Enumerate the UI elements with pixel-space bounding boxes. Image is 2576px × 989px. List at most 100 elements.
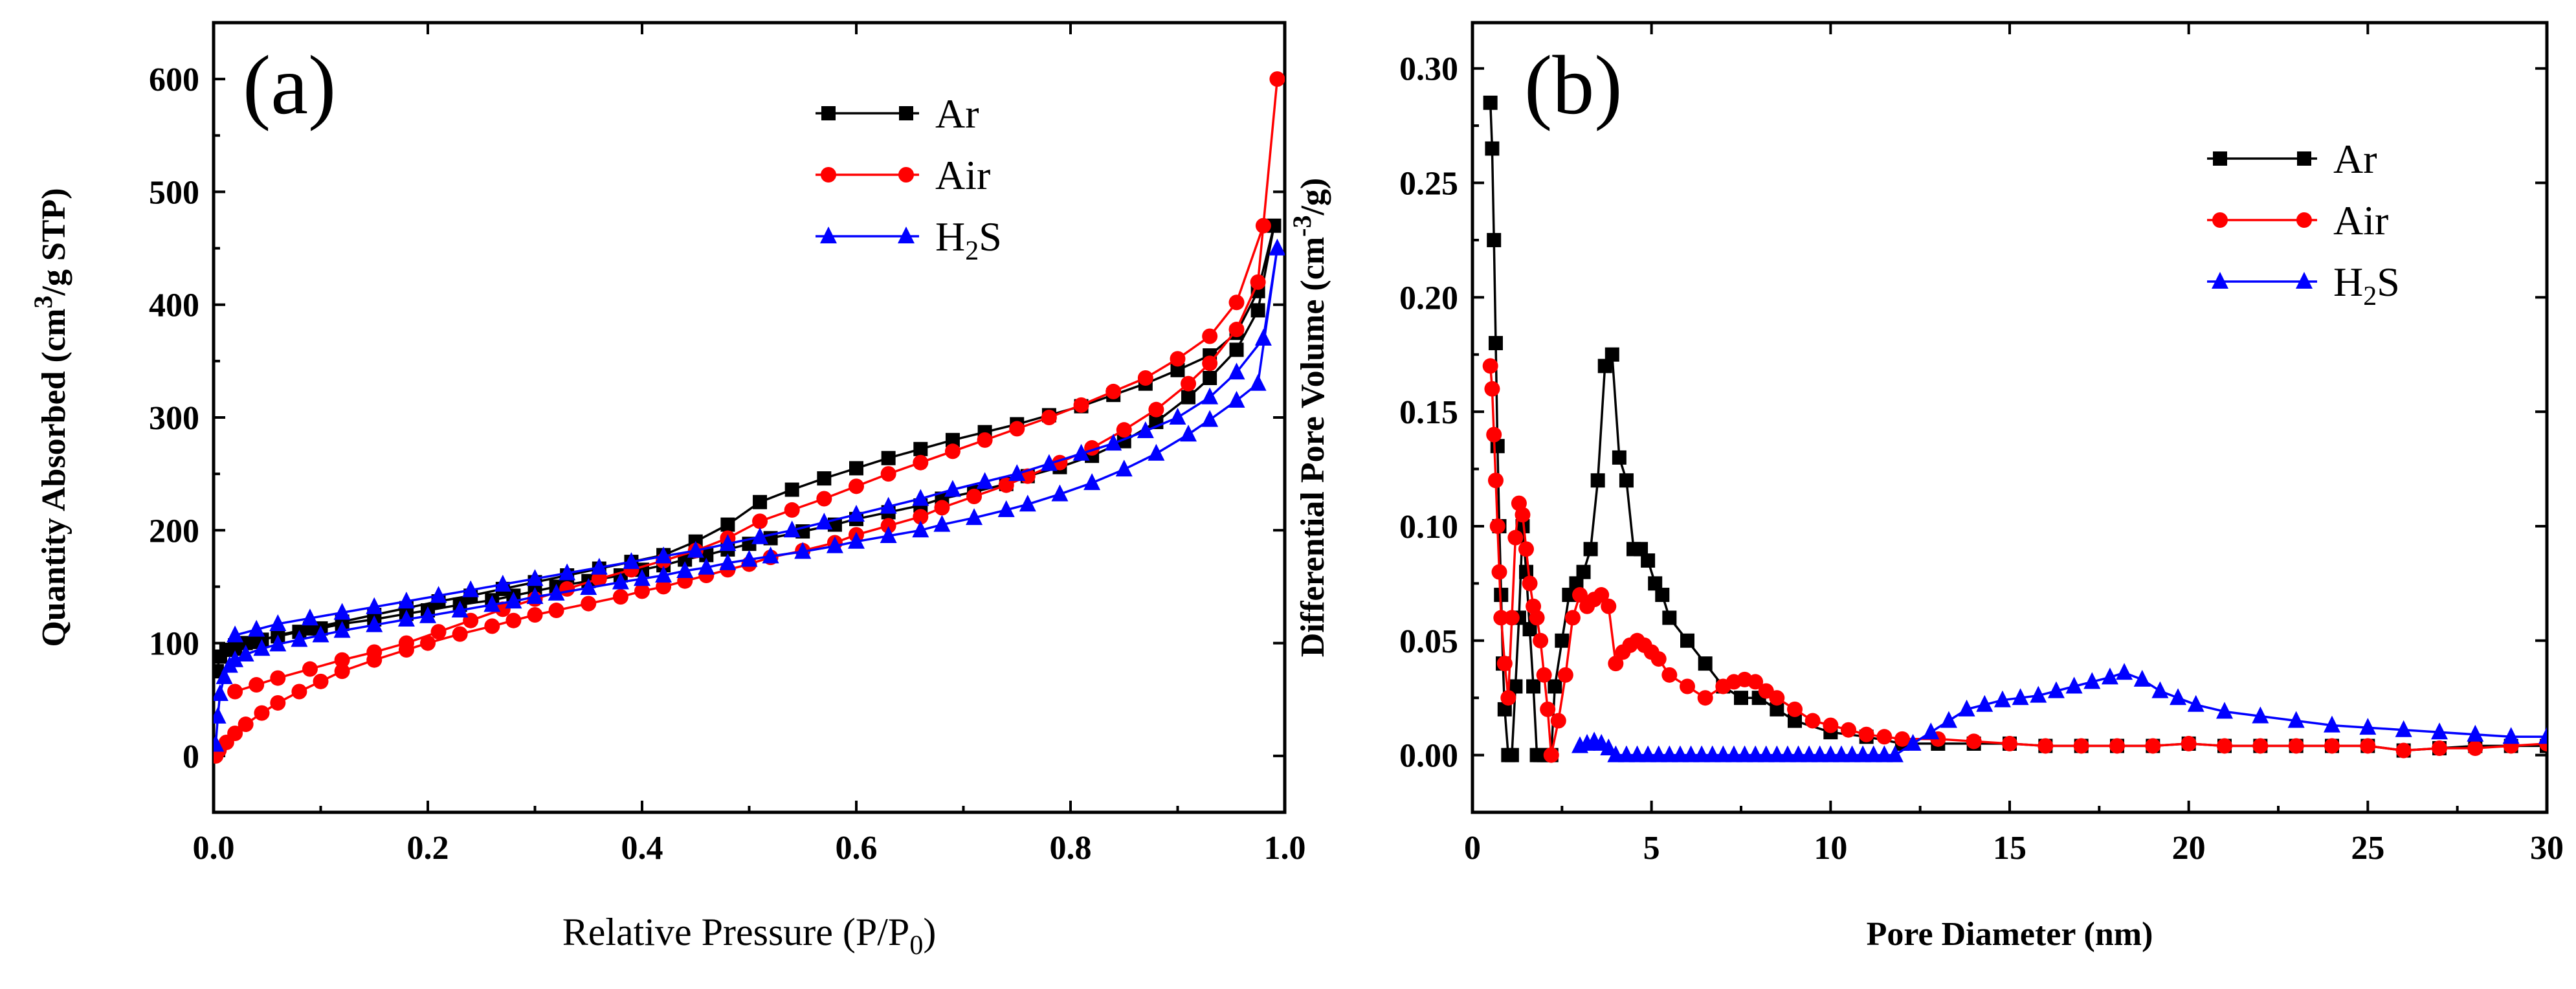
data-point-ar [1229,342,1244,357]
data-point-air [1202,355,1218,372]
data-point-air [1073,397,1089,413]
data-point-h2s [419,606,436,623]
data-point-air [1787,701,1803,717]
data-point-h2s [912,489,929,506]
data-point-h2s [1148,443,1165,461]
data-point-h2s [462,580,480,597]
data-point-h2s [698,557,715,575]
data-point-h2s [966,508,983,526]
data-point-h2s [2065,676,2083,694]
data-point-air [1116,422,1132,438]
x-tick-label: 0.6 [836,830,878,867]
data-point-h2s [1201,410,1219,427]
data-point-air [1493,610,1509,626]
data-point-ar [1576,564,1591,579]
data-point-ar [1555,633,1570,648]
data-point-air [977,432,993,448]
x-tick-label: 0.2 [407,830,449,867]
data-point-air [1650,651,1667,667]
data-point-ar [881,450,896,465]
data-point-ar [1508,679,1523,694]
data-point-h2s [333,603,351,620]
data-point-h2s [526,587,544,605]
data-point-h2s [1105,434,1122,451]
data-point-h2s [214,706,227,724]
legend-marker-h2s [820,227,837,243]
data-point-air [2145,738,2161,754]
data-point-ar [1612,450,1627,465]
data-point-air [1536,667,1552,683]
data-point-ar [1569,576,1584,591]
y-tick-label: 300 [149,400,199,437]
data-point-air [430,624,447,640]
data-point-ar [1648,576,1663,591]
y-tick-label: 600 [149,61,199,98]
data-point-air [1522,575,1538,592]
data-point-air [1661,667,1678,683]
data-point-ar [1181,390,1196,405]
data-point-h2s [848,504,865,522]
data-point-h2s [430,586,447,603]
legend-marker-air [821,167,836,183]
y-tick-label: 0.30 [1399,51,1458,88]
legend-label-air: Air [2333,197,2388,243]
data-point-air [1841,722,1856,738]
data-point-ar [1604,347,1619,362]
data-point-h2s [848,531,865,549]
x-axis-title: Relative Pressure (P/P0) [562,911,937,961]
data-point-h2s [1228,362,1245,380]
data-point-h2s [2252,706,2269,724]
data-point-h2s [997,500,1015,517]
data-point-h2s [1779,745,1796,762]
series-h2s [1571,663,2547,762]
data-point-air [2395,742,2412,759]
data-point-h2s [1736,745,1753,762]
x-tick-label: 30 [2530,830,2564,867]
x-tick-label: 5 [1643,830,1660,867]
x-axis-title: Pore Diameter (nm) [1867,916,2153,953]
panel-a-isotherm-chart: 0.0 0.2 0.4 0.6 0.8 1.0 0 100 200 300 400 500 600 Rel… [28,21,1306,961]
data-point-air [2288,738,2304,754]
legend-marker-ar [821,106,836,120]
data-point-ar [913,441,928,456]
data-point-air [2109,738,2125,754]
data-point-h2s [2287,711,2305,728]
data-point-h2s [216,667,233,684]
data-point-ar [849,461,863,476]
data-point-ar [1497,702,1512,717]
data-point-h2s [1704,745,1721,762]
data-point-ar [1548,679,1562,694]
data-point-air [227,726,243,741]
data-point-h2s [1922,722,1940,740]
data-point-h2s [2083,672,2101,689]
data-point-ar [1522,622,1537,637]
data-point-h2s [451,601,469,618]
data-point-air [1769,690,1785,706]
data-point-air [334,652,350,668]
data-point-h2s [526,569,544,586]
data-point-air [2432,740,2447,756]
data-point-air [752,513,768,529]
data-point-air [1550,713,1566,729]
data-point-air [1507,529,1524,546]
data-point-h2s [740,550,758,567]
data-point-air [966,489,983,504]
data-point-h2s [2133,669,2151,687]
data-point-air [1533,632,1549,649]
data-point-h2s [1051,484,1069,502]
data-point-air [1966,733,1982,750]
data-point-ar [945,432,960,447]
data-point-h2s [2502,727,2520,744]
data-point-h2s [1639,745,1657,762]
x-tick-label: 0.0 [193,830,235,867]
legend-marker-air [898,167,914,183]
y-tick-label: 400 [149,287,199,324]
data-point-air [227,683,243,700]
data-point-ar [1698,656,1713,671]
data-point-h2s [366,597,383,614]
y-axis-title: Quantity Absorbed (cm3/g STP) [28,188,72,647]
data-point-ar [1590,473,1605,488]
legend-marker-ar [2297,151,2311,166]
data-point-h2s [1801,745,1818,762]
